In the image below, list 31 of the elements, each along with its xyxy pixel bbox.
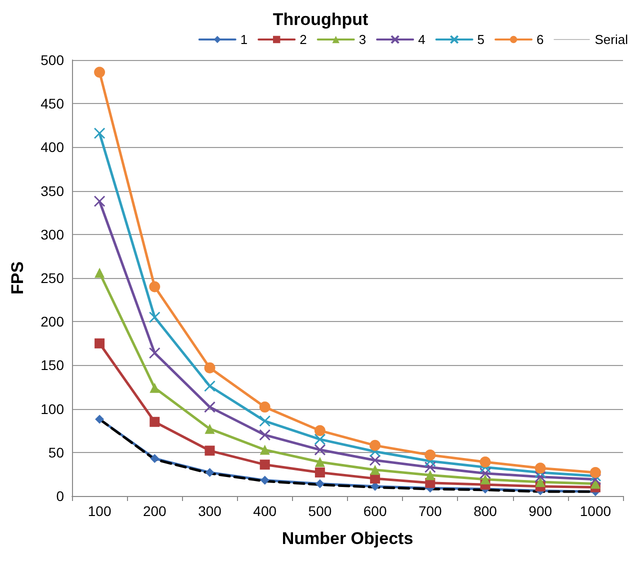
- legend-label: 5: [477, 32, 485, 47]
- legend-label: 2: [300, 32, 307, 47]
- legend-label: 4: [418, 32, 426, 47]
- y-tick-label: 0: [56, 488, 64, 504]
- y-tick-label: 300: [40, 226, 64, 242]
- legend-label: Serial: [594, 32, 628, 47]
- y-tick-label: 500: [40, 52, 64, 68]
- y-tick-label: 450: [40, 96, 64, 112]
- x-tick-label: 200: [142, 503, 167, 519]
- x-tick-label: 300: [198, 503, 222, 519]
- chart-title: Throughput: [272, 10, 369, 29]
- x-tick-label: 700: [418, 503, 442, 519]
- legend-label: 1: [240, 32, 248, 47]
- y-tick-label: 350: [40, 182, 64, 199]
- y-tick-label: 150: [40, 357, 64, 374]
- y-tick-label: 200: [40, 314, 64, 330]
- x-axis-title: Number Objects: [282, 529, 414, 548]
- y-tick-label: 250: [40, 270, 64, 286]
- x-tick-label: 1000: [580, 503, 612, 519]
- legend-label: 6: [536, 32, 544, 47]
- y-tick-label: 100: [40, 400, 64, 417]
- x-tick-label: 600: [363, 503, 387, 519]
- legend-label: 3: [358, 32, 366, 47]
- x-tick-label: 800: [474, 503, 498, 519]
- x-tick-label: 400: [253, 503, 277, 519]
- y-axis-title: FPS: [8, 261, 27, 295]
- y-tick-label: 50: [48, 444, 64, 460]
- x-tick-label: 500: [308, 503, 332, 519]
- x-tick-label: 100: [88, 503, 112, 519]
- x-tick-label: 900: [528, 503, 552, 519]
- y-tick-label: 400: [40, 139, 64, 156]
